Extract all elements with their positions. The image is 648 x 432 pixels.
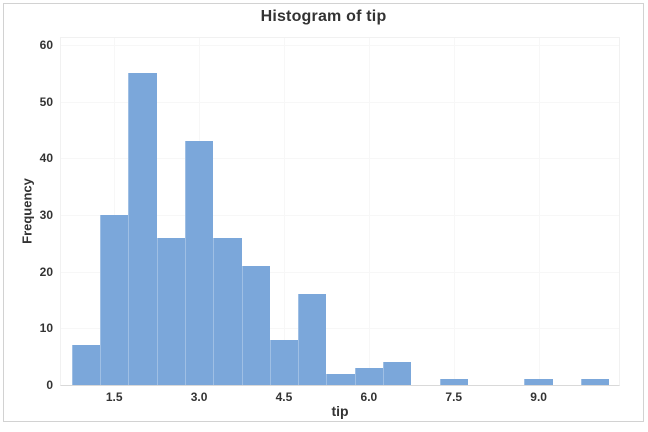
y-tick-label: 0 [46,378,53,392]
histogram-bar [326,373,355,385]
y-tick-label: 60 [39,37,53,52]
gridline-vertical [453,38,455,385]
gridline-vertical [114,38,116,385]
x-tick-label: 3.0 [190,390,208,404]
y-tick-label: 30 [39,207,53,222]
gridline-horizontal [61,271,619,273]
x-tick-label: 7.5 [445,390,463,404]
figure: Histogram of tip Frequency tip 0 10 20 30 40… [3,3,644,422]
gridline-horizontal [61,328,619,330]
histogram-bar [581,379,610,385]
histogram-bar [128,73,157,385]
gridline-horizontal [61,101,619,103]
x-axis-label: tip [331,403,349,419]
histogram-bar [269,339,299,385]
gridline-vertical [283,38,285,385]
histogram-bar [213,237,242,385]
x-tick-label: 6.0 [360,390,378,404]
gridline-vertical [368,38,370,385]
histogram-bar [383,362,412,385]
histogram-bar [354,368,383,385]
histogram-bar [184,141,214,385]
plot-area [60,37,620,386]
gridline-horizontal [61,214,619,216]
histogram-bar [439,379,468,385]
gridline-horizontal [61,44,619,46]
histogram-bar [100,214,129,385]
y-tick-label: 50 [39,94,53,109]
histogram-bar [524,379,553,385]
gridline-horizontal [61,158,619,160]
gridline-vertical [538,38,540,385]
x-tick-label: 1.5 [105,390,123,404]
chart-title: Histogram of tip [260,8,387,25]
histogram-bar [156,237,185,385]
y-tick-label: 40 [39,151,53,166]
histogram-bar [71,345,101,385]
y-tick-label: 10 [39,321,53,336]
y-tick-label: 20 [39,264,53,279]
histogram-bar [298,294,327,385]
x-tick-label: 4.5 [275,390,293,404]
x-tick-label: 9.0 [530,390,547,404]
histogram-bar [241,265,270,385]
